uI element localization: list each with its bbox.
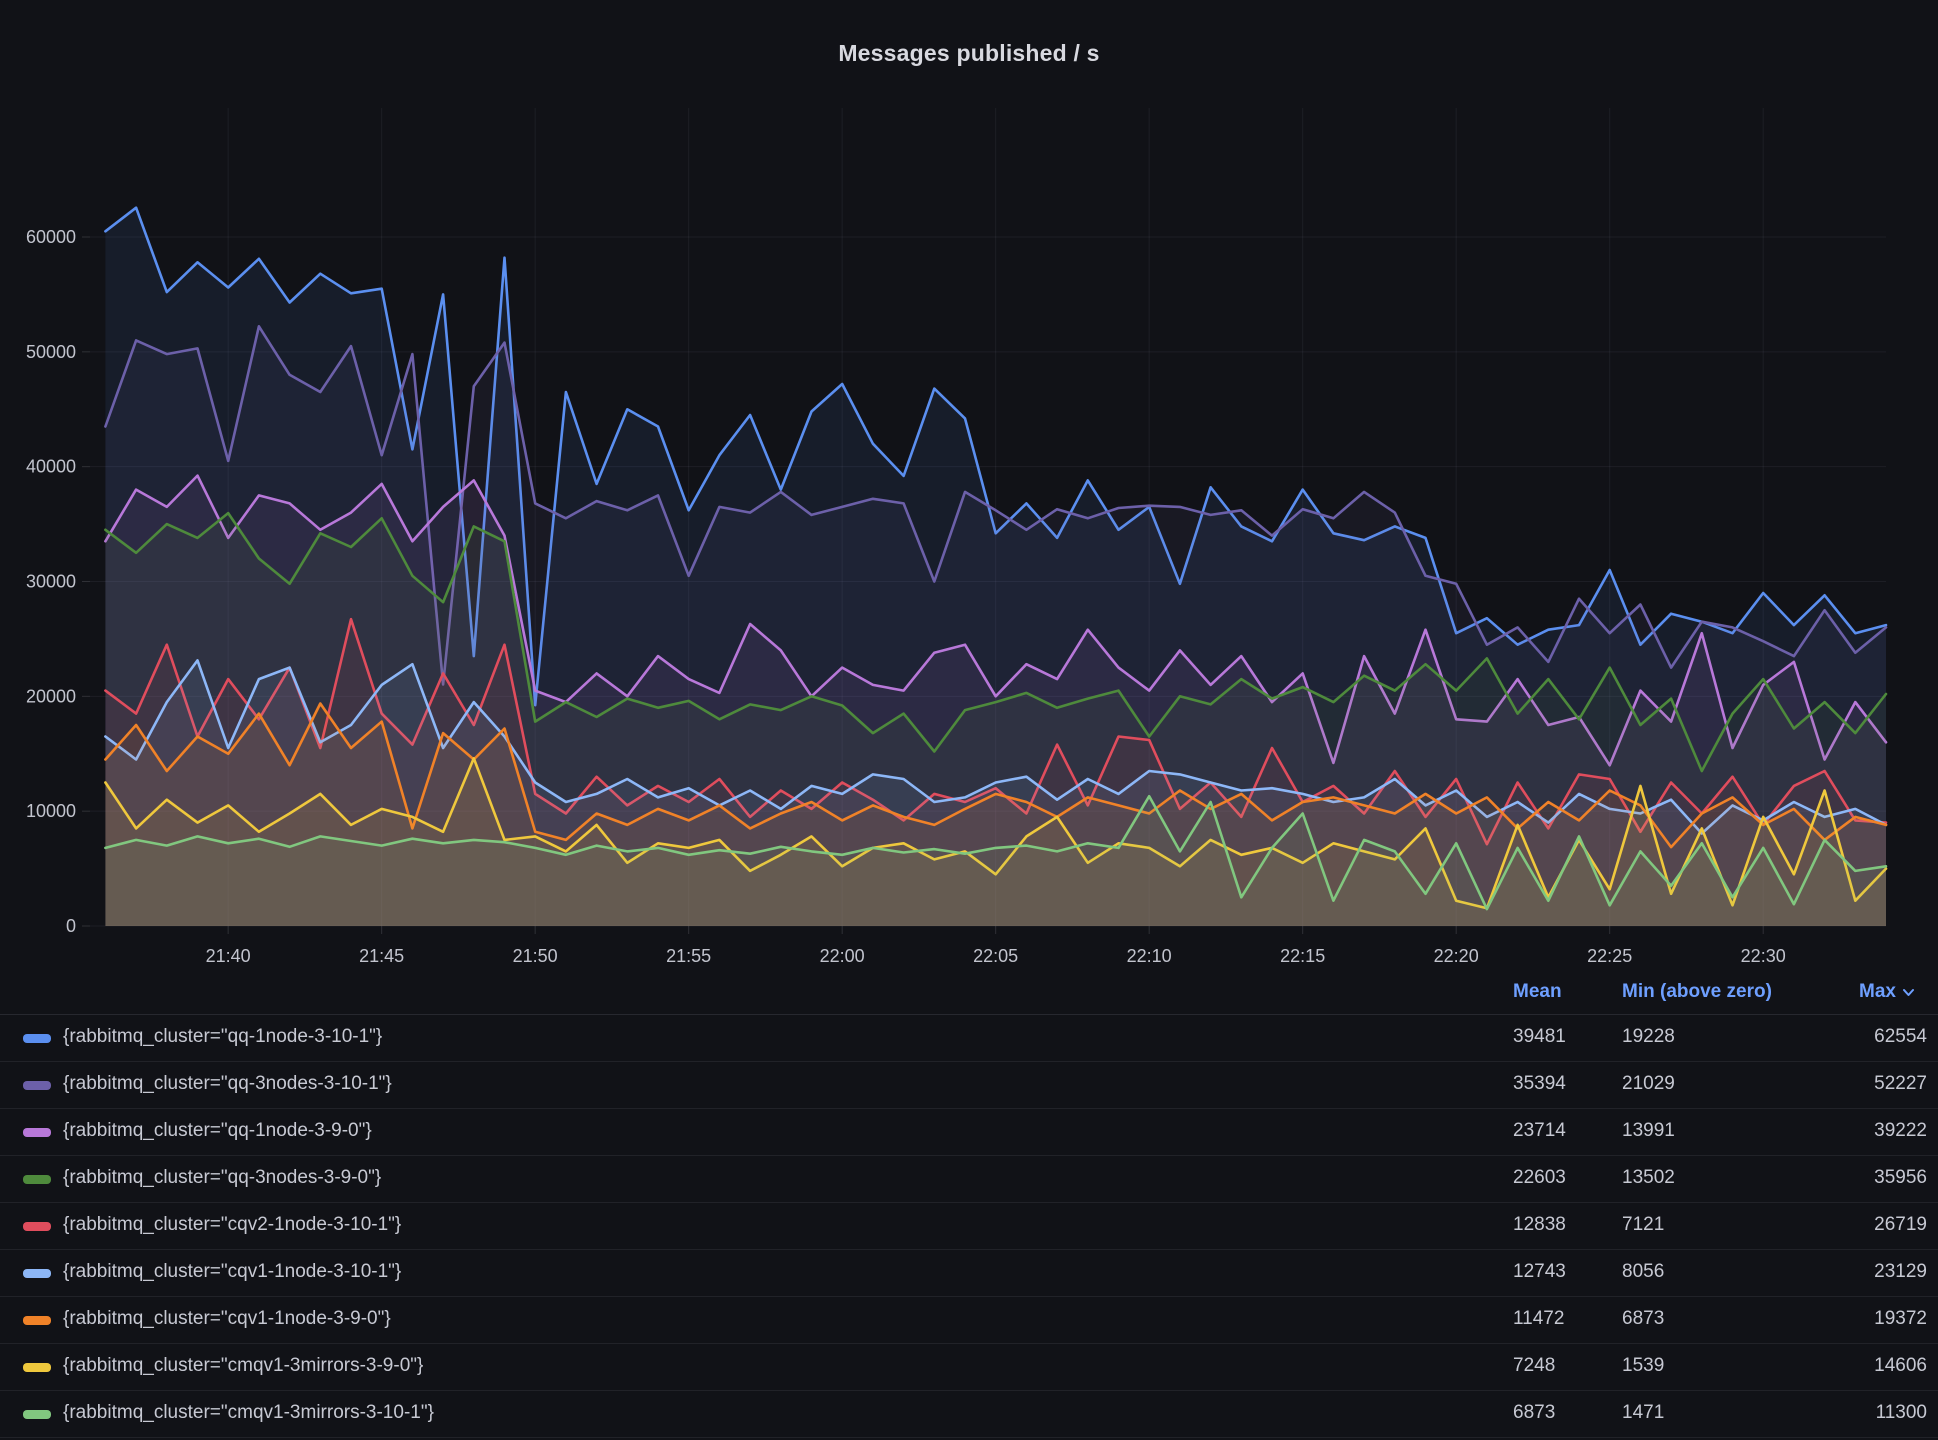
y-axis-label: 60000 <box>26 227 76 247</box>
series-color-swatch[interactable] <box>23 1363 51 1372</box>
series-area <box>105 207 1886 926</box>
mean-value: 6873 <box>1513 1402 1556 1423</box>
series-color-swatch[interactable] <box>23 1222 51 1231</box>
max-value: 52227 <box>1874 1073 1927 1094</box>
legend-row: {rabbitmq_cluster="qq-1node-3-9-0"} 23714… <box>0 1109 1938 1156</box>
series-label[interactable]: {rabbitmq_cluster="qq-3nodes-3-10-1"} <box>63 1073 392 1094</box>
legend-row: {rabbitmq_cluster="cqv2-1node-3-10-1"} 12… <box>0 1203 1938 1250</box>
max-value: 14606 <box>1874 1355 1927 1376</box>
legend-col-max-sort[interactable]: Max <box>1859 981 1915 1003</box>
legend-row: {rabbitmq_cluster="qq-3nodes-3-9-0"} 2260… <box>0 1156 1938 1203</box>
y-axis-label: 50000 <box>26 342 76 362</box>
x-axis-label: 22:25 <box>1587 946 1632 965</box>
mean-value: 12743 <box>1513 1261 1566 1282</box>
x-axis-label: 21:55 <box>666 946 711 965</box>
series-line <box>104 206 1888 707</box>
min-value: 7121 <box>1622 1214 1665 1235</box>
legend-row: {rabbitmq_cluster="cmqv1-3mirrors-3-10-1… <box>0 1391 1938 1438</box>
mean-value: 7248 <box>1513 1355 1556 1376</box>
panel-title: Messages published / s <box>838 40 1100 66</box>
legend-table: Mean Min (above zero) Max {rabbitmq_clus… <box>0 972 1938 1438</box>
series-area <box>105 796 1886 926</box>
series-line <box>104 617 1888 846</box>
series-line <box>104 702 1888 849</box>
series-area <box>105 619 1886 926</box>
x-axis-label: 22:20 <box>1434 946 1479 965</box>
min-value: 19228 <box>1622 1026 1675 1047</box>
y-axis-label: 20000 <box>26 686 76 706</box>
min-value: 8056 <box>1622 1261 1665 1282</box>
max-value: 26719 <box>1874 1214 1927 1235</box>
max-value: 19372 <box>1874 1308 1927 1329</box>
min-value: 1539 <box>1622 1355 1665 1376</box>
mean-value: 23714 <box>1513 1120 1566 1141</box>
min-value: 6873 <box>1622 1308 1665 1329</box>
x-axis-label: 22:05 <box>973 946 1018 965</box>
x-axis-label: 21:45 <box>359 946 404 965</box>
x-axis-label: 22:30 <box>1741 946 1786 965</box>
legend-col-max-label: Max <box>1859 981 1896 1002</box>
series-color-swatch[interactable] <box>23 1269 51 1278</box>
series-label[interactable]: {rabbitmq_cluster="qq-3nodes-3-9-0"} <box>63 1167 382 1188</box>
mean-value: 11472 <box>1513 1308 1565 1329</box>
series-area <box>105 758 1886 926</box>
series-label[interactable]: {rabbitmq_cluster="qq-1node-3-9-0"} <box>63 1120 372 1141</box>
time-series-chart[interactable]: 21:40 21:45 21:50 21:55 22:00 22:05 22:10 22:15… <box>0 0 1938 965</box>
max-value: 23129 <box>1874 1261 1927 1282</box>
mean-value: 35394 <box>1513 1073 1566 1094</box>
x-axis-label: 21:50 <box>513 946 558 965</box>
series-line <box>104 324 1888 686</box>
y-axis-label: 40000 <box>26 457 76 477</box>
y-axis-label: 30000 <box>26 572 76 592</box>
series-color-swatch[interactable] <box>23 1410 51 1419</box>
mean-value: 12838 <box>1513 1214 1566 1235</box>
legend-rows: {rabbitmq_cluster="qq-1node-3-10-1"} 3948… <box>0 1015 1938 1438</box>
series-line <box>104 659 1888 835</box>
series-label[interactable]: {rabbitmq_cluster="cqv1-1node-3-9-0"} <box>63 1308 391 1329</box>
series-color-swatch[interactable] <box>23 1034 51 1043</box>
x-axis-label: 22:00 <box>820 946 865 965</box>
x-axis-label: 22:10 <box>1127 946 1172 965</box>
series-label[interactable]: {rabbitmq_cluster="cmqv1-3mirrors-3-9-0"… <box>63 1355 424 1376</box>
mean-value: 22603 <box>1513 1167 1566 1188</box>
series-label[interactable]: {rabbitmq_cluster="cqv1-1node-3-10-1"} <box>63 1261 402 1282</box>
series-color-swatch[interactable] <box>23 1081 51 1090</box>
legend-row: {rabbitmq_cluster="qq-1node-3-10-1"} 3948… <box>0 1015 1938 1062</box>
x-axis-label: 21:40 <box>206 946 251 965</box>
max-value: 35956 <box>1874 1167 1927 1188</box>
series-area <box>105 326 1886 926</box>
min-value: 21029 <box>1622 1073 1675 1094</box>
series-label[interactable]: {rabbitmq_cluster="qq-1node-3-10-1"} <box>63 1026 383 1047</box>
series-label[interactable]: {rabbitmq_cluster="cmqv1-3mirrors-3-10-1… <box>63 1402 434 1423</box>
legend-row: {rabbitmq_cluster="cqv1-1node-3-10-1"} 12… <box>0 1250 1938 1297</box>
min-value: 1471 <box>1622 1402 1665 1423</box>
sort-desc-chevron-icon <box>1903 989 1914 996</box>
max-value: 11300 <box>1875 1402 1927 1423</box>
legend-row: {rabbitmq_cluster="cqv1-1node-3-9-0"} 114… <box>0 1297 1938 1344</box>
max-value: 39222 <box>1874 1120 1927 1141</box>
series-line <box>104 794 1888 911</box>
x-axis-label: 22:15 <box>1280 946 1325 965</box>
mean-value: 39481 <box>1513 1026 1566 1047</box>
legend-row: {rabbitmq_cluster="cmqv1-3mirrors-3-9-0"… <box>0 1344 1938 1391</box>
min-value: 13502 <box>1622 1167 1675 1188</box>
series-color-swatch[interactable] <box>23 1175 51 1184</box>
max-value: 62554 <box>1874 1026 1927 1047</box>
series-color-swatch[interactable] <box>23 1316 51 1325</box>
min-value: 13991 <box>1622 1120 1675 1141</box>
legend-header: Mean Min (above zero) Max <box>0 972 1938 1015</box>
series-line <box>104 511 1888 773</box>
y-axis-label: 0 <box>66 916 76 936</box>
y-axis-label: 10000 <box>26 801 76 821</box>
legend-row: {rabbitmq_cluster="qq-3nodes-3-10-1"} 353… <box>0 1062 1938 1109</box>
series-line <box>104 474 1888 767</box>
series-area <box>105 513 1886 926</box>
legend-col-mean[interactable]: Mean <box>1513 981 1562 1002</box>
legend-col-min[interactable]: Min (above zero) <box>1622 981 1772 1002</box>
series-color-swatch[interactable] <box>23 1128 51 1137</box>
series-label[interactable]: {rabbitmq_cluster="cqv2-1node-3-10-1"} <box>63 1214 402 1235</box>
